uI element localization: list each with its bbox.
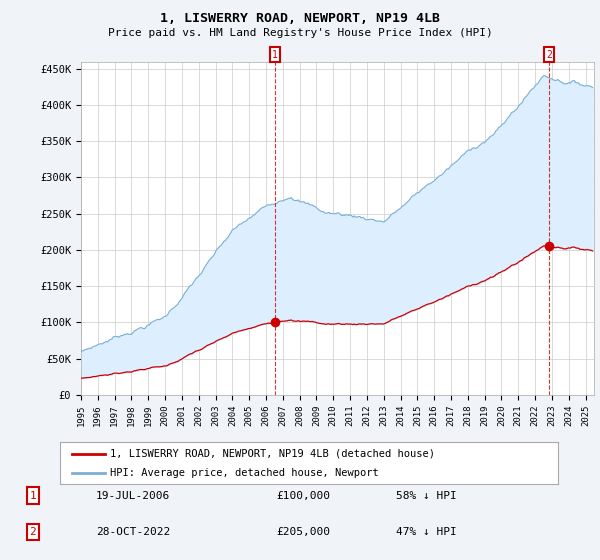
- Text: 19-JUL-2006: 19-JUL-2006: [96, 491, 170, 501]
- Text: 1: 1: [29, 491, 37, 501]
- Text: 28-OCT-2022: 28-OCT-2022: [96, 527, 170, 537]
- Text: 1, LISWERRY ROAD, NEWPORT, NP19 4LB: 1, LISWERRY ROAD, NEWPORT, NP19 4LB: [160, 12, 440, 25]
- Text: 1, LISWERRY ROAD, NEWPORT, NP19 4LB (detached house): 1, LISWERRY ROAD, NEWPORT, NP19 4LB (det…: [110, 449, 435, 459]
- Text: 1: 1: [272, 50, 278, 60]
- Text: 2: 2: [29, 527, 37, 537]
- Text: Price paid vs. HM Land Registry's House Price Index (HPI): Price paid vs. HM Land Registry's House …: [107, 28, 493, 38]
- Text: HPI: Average price, detached house, Newport: HPI: Average price, detached house, Newp…: [110, 468, 379, 478]
- Text: £100,000: £100,000: [276, 491, 330, 501]
- Text: 47% ↓ HPI: 47% ↓ HPI: [396, 527, 457, 537]
- Text: 2: 2: [546, 50, 552, 60]
- Text: £205,000: £205,000: [276, 527, 330, 537]
- Text: 58% ↓ HPI: 58% ↓ HPI: [396, 491, 457, 501]
